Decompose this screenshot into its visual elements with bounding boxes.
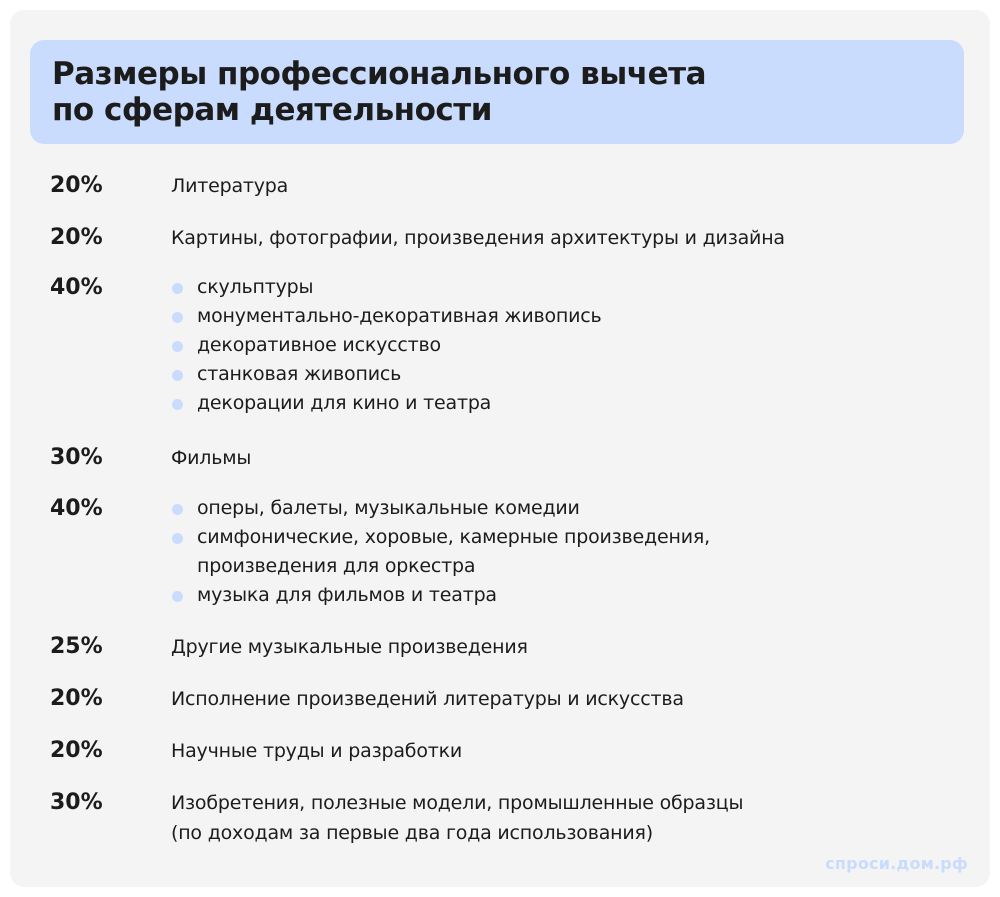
deduction-percent: 20%: [50, 225, 103, 250]
bullet-dot-icon: [172, 370, 183, 381]
deduction-category: Научные труды и разработки: [171, 740, 463, 762]
category-list: оперы, балеты, музыкальные комедии симфо…: [171, 494, 971, 610]
list-item: оперы, балеты, музыкальные комедии: [171, 494, 971, 523]
bullet-dot-icon: [172, 283, 183, 294]
watermark: спроси.дом.рф: [825, 854, 968, 873]
title-banner: Размеры профессионального вычета по сфер…: [30, 40, 964, 144]
deduction-percent: 25%: [50, 634, 103, 659]
list-item: музыка для фильмов и театра: [171, 581, 971, 610]
deduction-category: Другие музыкальные произведения: [171, 636, 528, 658]
infographic-card: Размеры профессионального вычета по сфер…: [10, 10, 990, 887]
deduction-percent: 40%: [50, 496, 103, 521]
category-list: скульптуры монументально-декоративная жи…: [171, 273, 971, 418]
bullet-dot-icon: [172, 533, 183, 544]
deduction-category: Картины, фотографии, произведения архите…: [171, 227, 785, 249]
deduction-percent: 20%: [50, 686, 103, 711]
bullet-dot-icon: [172, 341, 183, 352]
deduction-category: Фильмы: [171, 447, 252, 469]
list-item: скульптуры: [171, 273, 971, 302]
deduction-percent: 30%: [50, 790, 103, 815]
bullet-dot-icon: [172, 504, 183, 515]
deduction-percent: 20%: [50, 173, 103, 198]
deduction-category: Исполнение произведений литературы и иск…: [171, 688, 684, 710]
deduction-percent: 40%: [50, 275, 103, 300]
bullet-dot-icon: [172, 591, 183, 602]
list-item: монументально-декоративная живопись: [171, 302, 971, 331]
deduction-category: Изобретения, полезные модели, промышленн…: [171, 792, 744, 844]
page-title: Размеры профессионального вычета по сфер…: [52, 56, 706, 128]
deduction-percent: 30%: [50, 445, 103, 470]
list-item: декорации для кино и театра: [171, 389, 971, 418]
list-item: симфонические, хоровые, камерные произве…: [171, 523, 971, 581]
deduction-category: Литература: [171, 175, 289, 197]
bullet-dot-icon: [172, 399, 183, 410]
deduction-percent: 20%: [50, 738, 103, 763]
list-item: станковая живопись: [171, 360, 971, 389]
bullet-dot-icon: [172, 312, 183, 323]
list-item: декоративное искусство: [171, 331, 971, 360]
